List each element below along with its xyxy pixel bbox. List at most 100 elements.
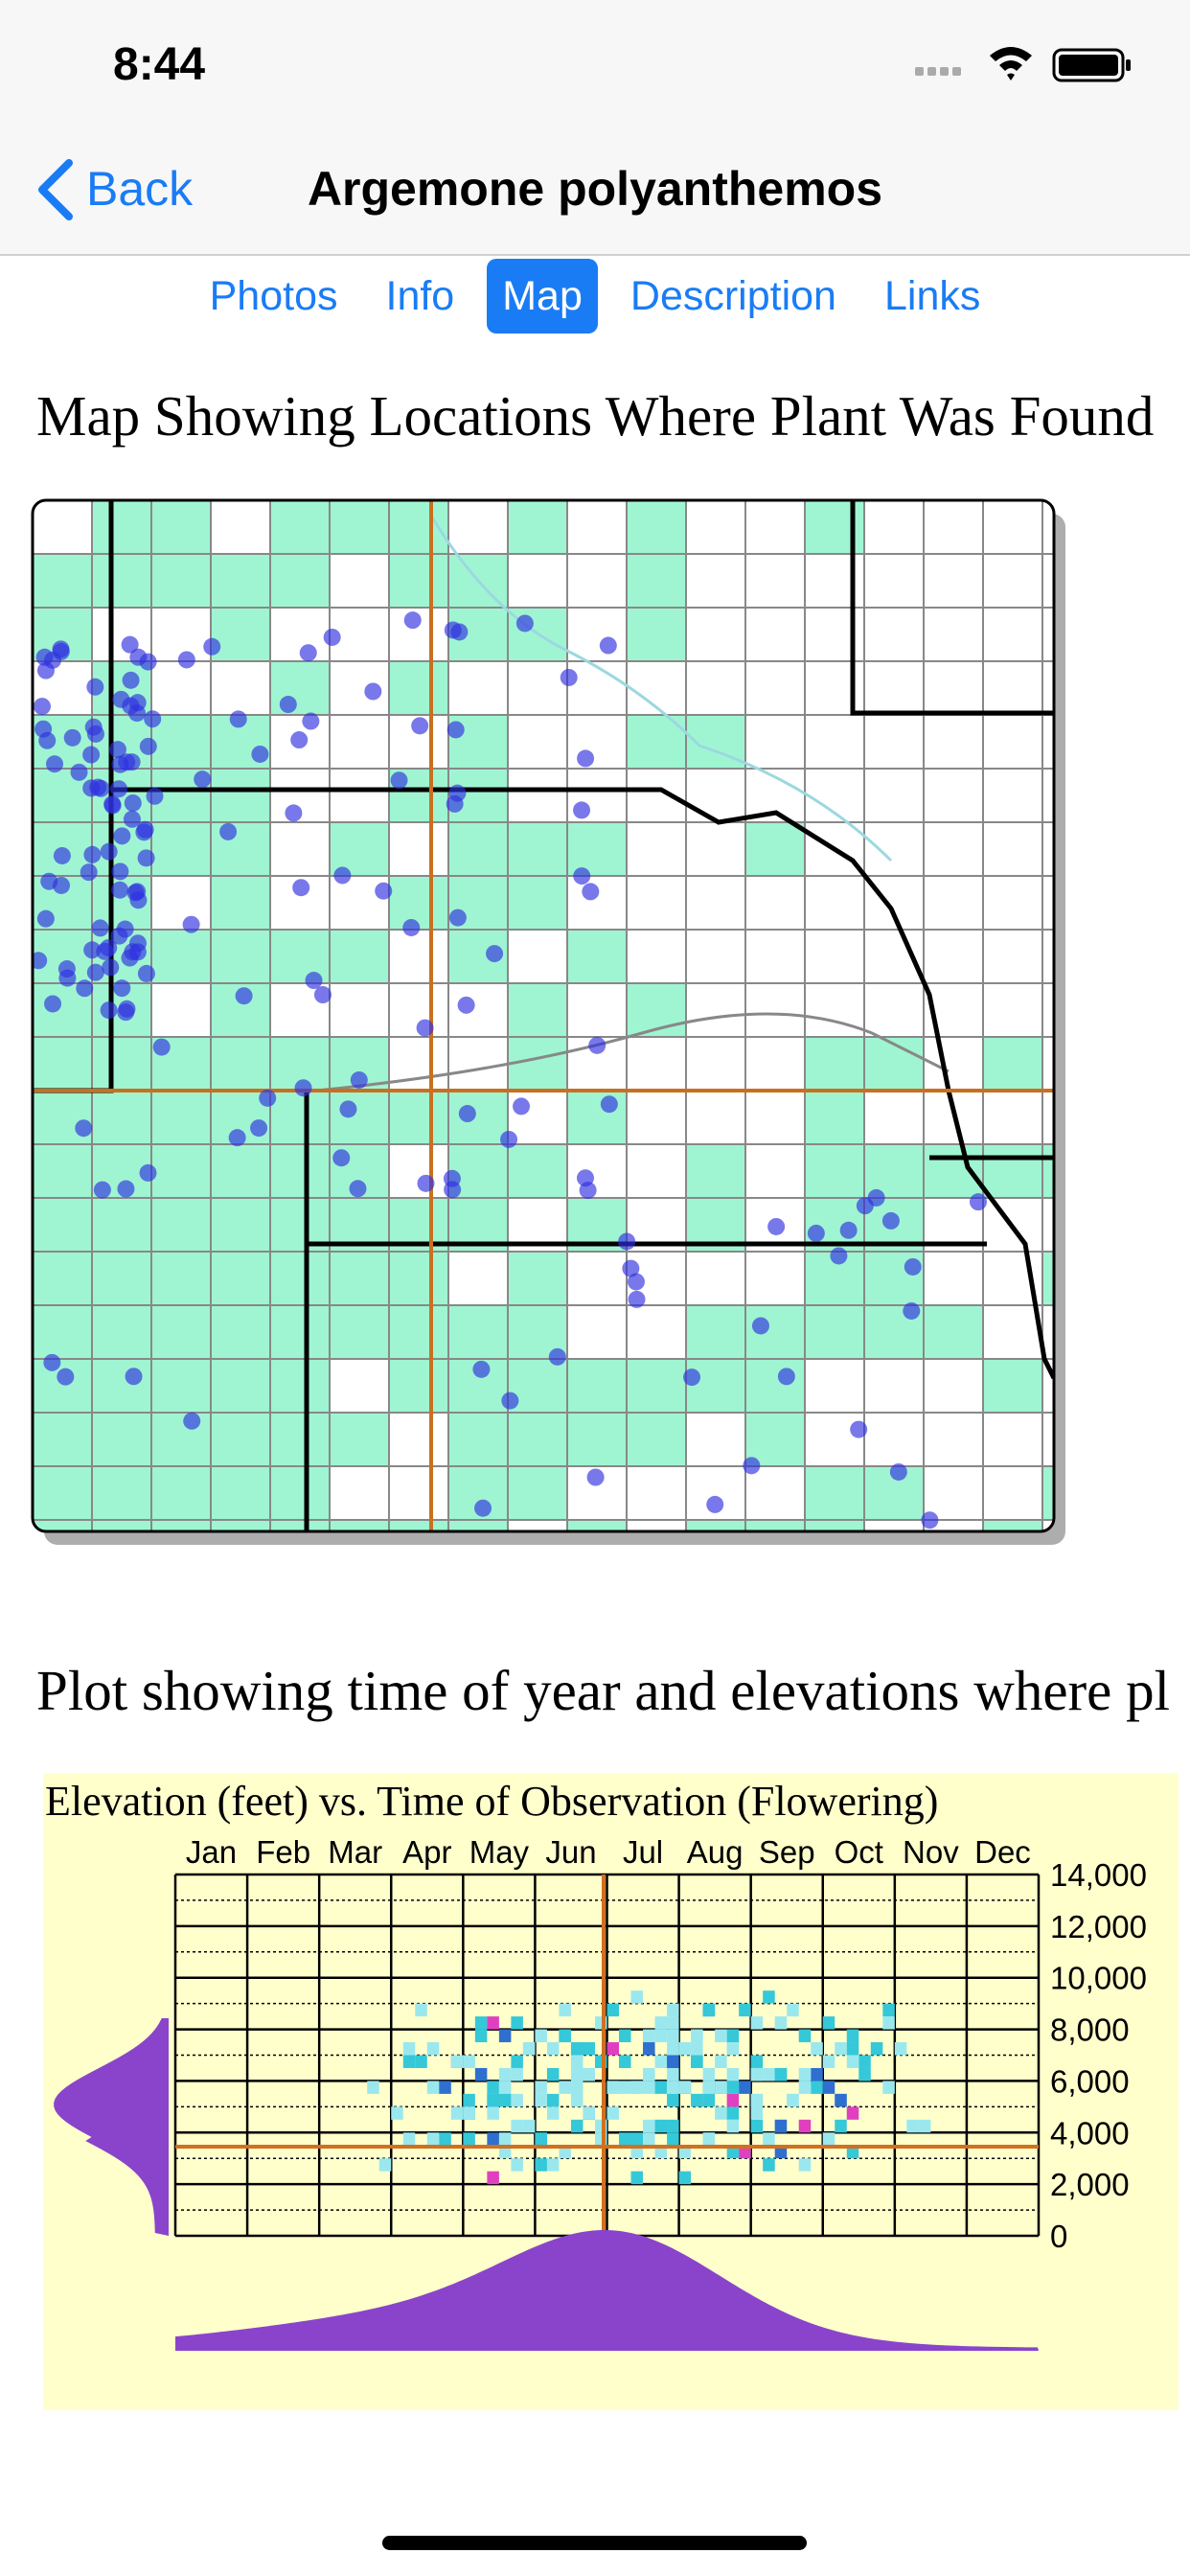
month-label: Oct [835,1834,883,1870]
county [744,1358,806,1414]
county [33,1197,93,1253]
county [447,982,509,1038]
tab[interactable]: Description [629,273,836,319]
county [1041,1412,1054,1467]
county [566,500,628,555]
county [923,1412,984,1467]
county [447,821,509,877]
county [150,982,212,1038]
county [1041,553,1054,609]
observation-dot [839,1221,858,1239]
observation-dot [622,1259,640,1277]
county [626,1465,687,1521]
county [744,1519,806,1531]
heat-cell [630,2145,644,2159]
county [33,1358,93,1414]
county [566,660,628,716]
heat-cell [750,2067,764,2082]
observation-dot [627,1273,645,1291]
county [1041,768,1054,823]
observation-dot [63,728,81,747]
heat-cell [583,2106,595,2120]
observation-dot [100,938,118,956]
county [150,714,212,770]
month-label: Dec [974,1834,1031,1870]
observation-dot [458,1105,476,1123]
observation-dot [349,1180,367,1198]
county [804,1412,865,1467]
tab[interactable]: Info [385,273,455,319]
observation-dot [137,964,155,982]
heat-cell [654,2119,668,2133]
heat-cell [835,2093,847,2107]
heat-cell [498,2145,512,2159]
county [1041,660,1054,716]
county [744,553,806,609]
elevation-label: 4,000 [1050,2115,1130,2150]
status-icons [915,47,1131,82]
heat-cell [667,2055,679,2068]
observation-dot [767,1217,786,1235]
county [626,607,687,662]
observation-dot [364,682,382,701]
observation-dot [117,1180,135,1198]
observation-dot [807,1224,825,1242]
heat-cell [726,2093,740,2107]
observation-dot [111,755,129,773]
tab[interactable]: Map [487,259,598,334]
county [744,714,806,770]
county [329,1358,390,1414]
back-chevron[interactable] [34,159,79,220]
county [507,714,568,770]
county [269,1251,331,1306]
county [210,1465,271,1521]
county [150,553,212,609]
county [210,1412,271,1467]
heat-cell [906,2119,919,2133]
heat-cell [474,2029,488,2043]
observation-dot [903,1301,921,1320]
heat-cell [667,2093,679,2107]
county [1041,1358,1054,1414]
heat-cell [535,2081,547,2094]
county [744,660,806,716]
heat-cell [835,2119,847,2133]
county [744,1251,806,1306]
observation-dot [500,1130,518,1148]
county [91,1304,152,1360]
observation-dot [501,1392,519,1410]
heat-cell [750,2106,764,2120]
elevation-label: 12,000 [1050,1909,1147,1944]
county [269,1304,331,1360]
heat-cell [715,2106,727,2120]
elevation-plot: Elevation (feet) vs. Time of Observation… [43,1773,1179,2410]
tab[interactable]: Links [883,273,981,319]
county [566,929,628,984]
heat-cell [498,2093,512,2107]
observation-dot [80,863,98,882]
county [566,1412,628,1467]
observation-dot [751,1317,769,1335]
heat-cell [726,2145,740,2159]
observation-dot [313,986,332,1004]
county [566,1143,628,1199]
county [507,1143,568,1199]
back-button[interactable]: Back [86,162,194,216]
county [685,553,746,609]
observation-dot [45,755,63,773]
observation-dot [113,827,131,845]
heat-cell [606,2003,620,2017]
section-heading: Map Showing Locations Where Plant Was Fo… [36,384,1155,448]
observation-dot [444,621,462,639]
heat-cell [402,2132,416,2146]
heat-cell [511,2067,523,2082]
county [804,982,865,1038]
county [923,929,984,984]
heat-cell [606,2106,620,2120]
county [923,607,984,662]
month-histogram [175,2229,1039,2351]
tab[interactable]: Photos [209,273,338,319]
observation-dot [250,1119,268,1138]
heat-cell [546,2042,560,2056]
heat-cell [570,2055,584,2068]
